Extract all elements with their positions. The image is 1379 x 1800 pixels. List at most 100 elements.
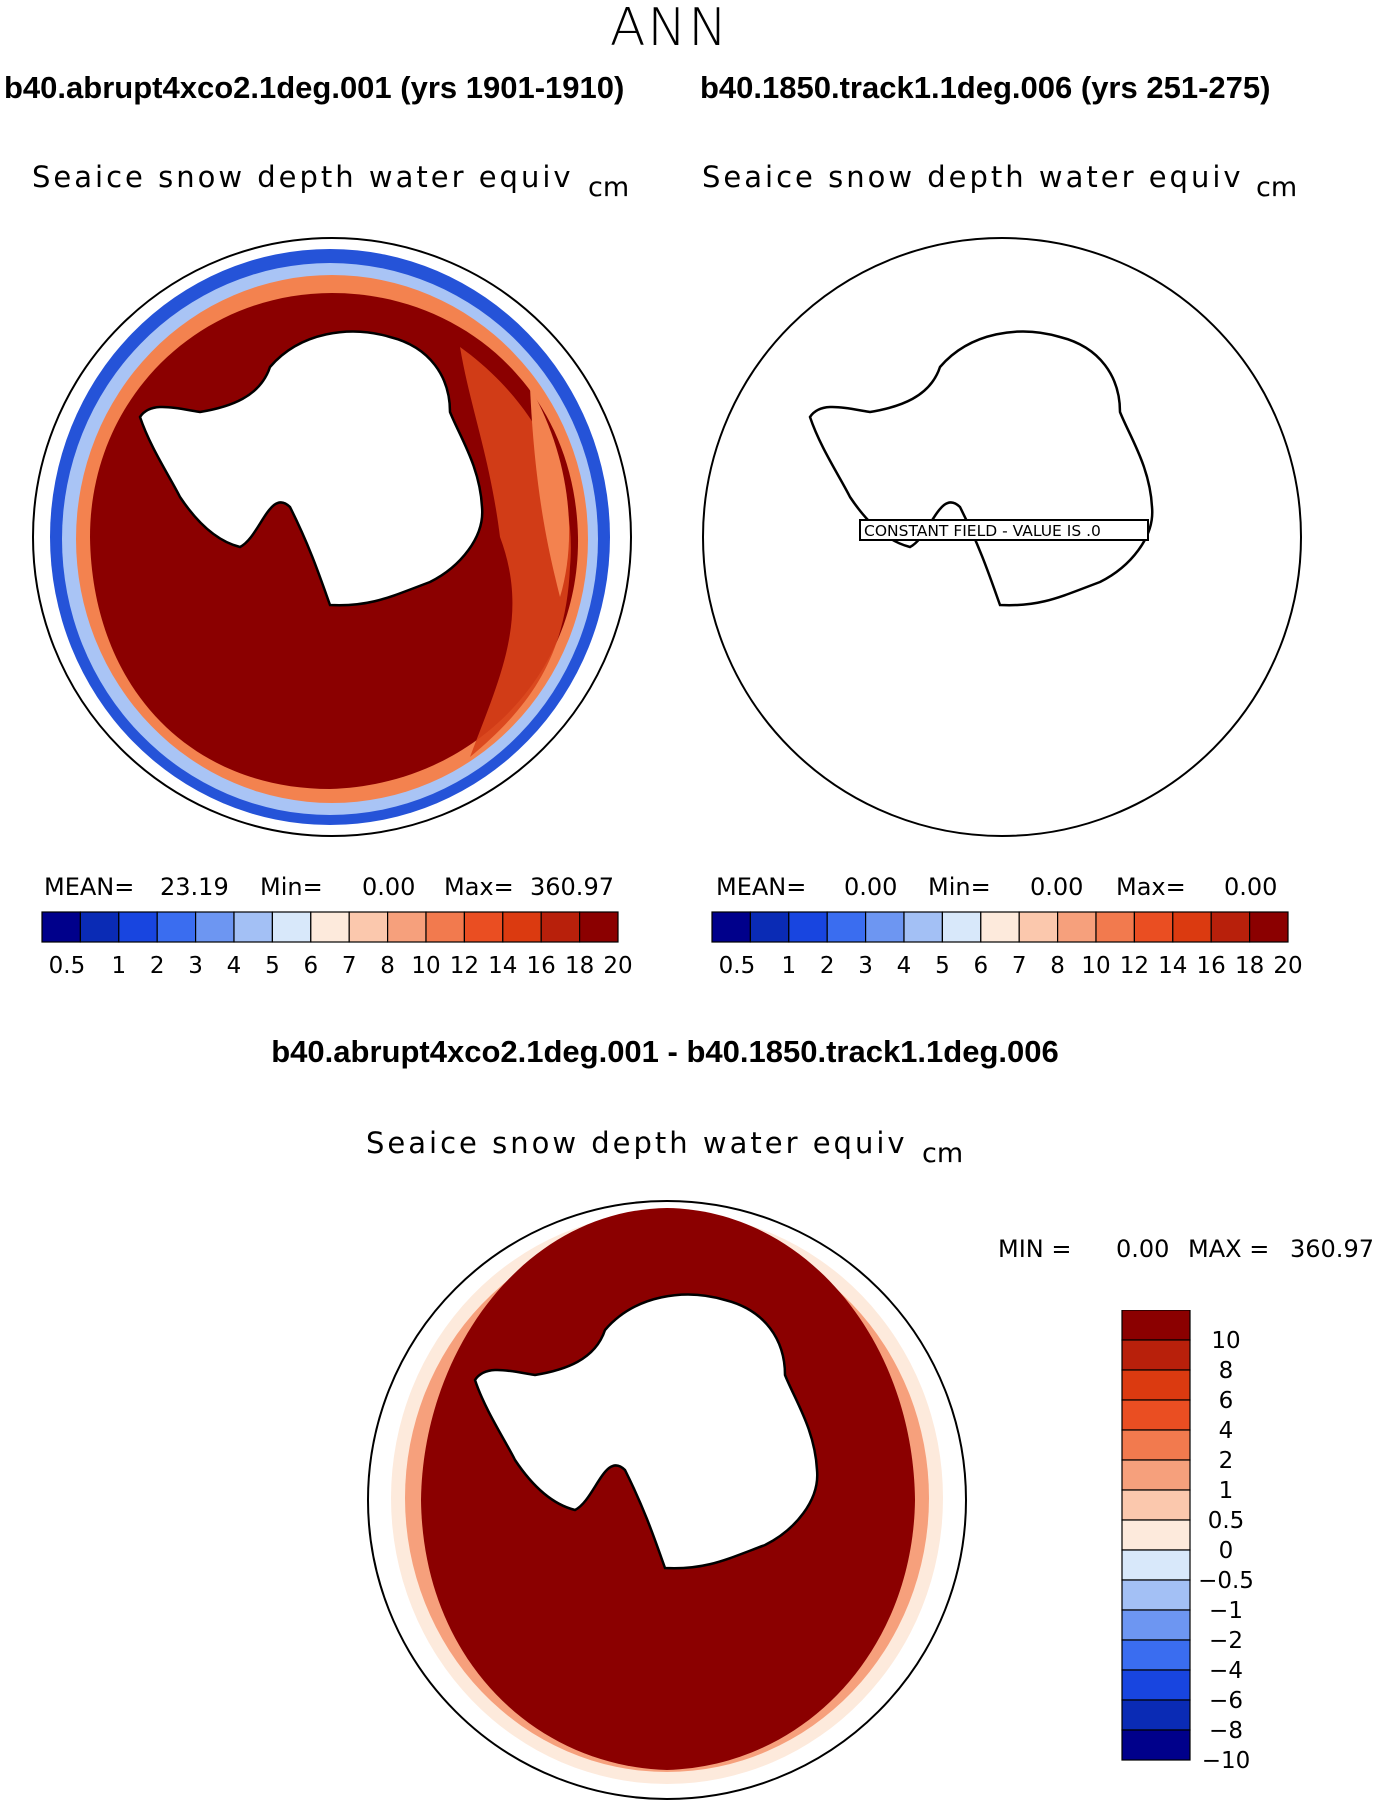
panel2-colorbar-swatch <box>1095 911 1136 943</box>
panel2-variable-title: Seaice snow depth water equiv <box>702 160 1244 194</box>
panel1-max-label: Max= <box>444 873 514 901</box>
diff-colorbar-swatch <box>1121 1549 1191 1581</box>
panel1-colorbar-tick-label: 14 <box>488 953 517 979</box>
panel1-colorbar-swatch <box>156 911 197 943</box>
diff-map <box>367 1200 967 1800</box>
panel1-colorbar-swatch <box>502 911 542 943</box>
panel2-colorbar-swatch <box>1057 911 1097 943</box>
panel1-colorbar-swatch <box>233 911 274 943</box>
panel1-min-label: Min= <box>260 873 323 901</box>
panel1-colorbar-tick-label: 7 <box>342 953 357 979</box>
diff-colorbar-tick-label: 1 <box>1219 1478 1234 1504</box>
diff-colorbar-swatch <box>1121 1669 1191 1701</box>
panel2-colorbar-tick-label: 16 <box>1197 953 1226 979</box>
panel2-map: CONSTANT FIELD - VALUE IS .0 <box>702 237 1302 837</box>
diff-colorbar-tick-label: −6 <box>1209 1688 1243 1714</box>
panel2-min-value: 0.00 <box>1030 873 1084 901</box>
panel1-colorbar-tick-label: 8 <box>380 953 395 979</box>
panel2-colorbar-swatch <box>1248 911 1289 943</box>
diff-colorbar-tick-label: 0.5 <box>1208 1508 1245 1534</box>
panel2-colorbar-swatch <box>749 911 790 943</box>
diff-colorbar-tick-label: 2 <box>1219 1448 1234 1474</box>
panel2-antarctica <box>808 330 1154 607</box>
panel2-colorbar-tick-label: 0.5 <box>719 953 756 979</box>
diff-colorbar-swatch <box>1121 1579 1191 1611</box>
panel1-colorbar-swatch <box>271 911 312 943</box>
panel1-unit: cm <box>588 172 630 203</box>
panel2-colorbar-tick-label: 5 <box>935 953 950 979</box>
panel1-colorbar-swatch <box>387 911 427 943</box>
panel1-map-border <box>32 237 632 837</box>
diff-colorbar-tick-label: 8 <box>1219 1358 1234 1384</box>
panel2-max-value: 0.00 <box>1224 873 1278 901</box>
diff-antarctica <box>473 1293 819 1570</box>
panel1-colorbar-tick-label: 5 <box>265 953 280 979</box>
diff-colorbar-tick-label: −2 <box>1209 1628 1243 1654</box>
panel2-colorbar-tick-label: 1 <box>781 953 796 979</box>
panel1-colorbar-tick-label: 18 <box>565 953 594 979</box>
panel1-map <box>32 237 632 837</box>
diff-colorbar-tick-label: 10 <box>1211 1328 1240 1354</box>
diff-min-label: MIN = <box>998 1235 1072 1263</box>
case2-title: b40.1850.track1.1deg.006 (yrs 251-275) <box>700 70 1271 105</box>
panel2-colorbar-tick-label: 18 <box>1235 953 1264 979</box>
diff-unit: cm <box>922 1138 964 1169</box>
panel1-colorbar-swatch <box>310 911 350 943</box>
panel2-colorbar-tick-label: 7 <box>1012 953 1027 979</box>
panel2-max-label: Max= <box>1116 873 1186 901</box>
diff-max-value: 360.97 <box>1290 1235 1374 1263</box>
panel2-unit: cm <box>1256 172 1298 203</box>
diff-colorbar-swatch <box>1121 1369 1191 1401</box>
panel2-colorbar-swatch <box>1133 911 1174 943</box>
panel2-mean-label: MEAN= <box>716 873 807 901</box>
panel1-colorbar-swatch <box>195 911 235 943</box>
constant-field-box <box>859 519 1149 541</box>
diff-colorbar-tick-label: −8 <box>1209 1718 1243 1744</box>
panel1-colorbar-tick-label: 4 <box>227 953 242 979</box>
diff-title: b40.abrupt4xco2.1deg.001 - b40.1850.trac… <box>271 1034 1059 1069</box>
panel1-colorbar-tick-label: 2 <box>150 953 165 979</box>
diff-max-label: MAX = <box>1188 1235 1270 1263</box>
diff-colorbar-tick-label: −4 <box>1209 1658 1243 1684</box>
season-title: ANN <box>609 0 730 58</box>
panel1-colorbar-tick-label: 10 <box>411 953 440 979</box>
panel1-colorbar-tick-label: 12 <box>450 953 479 979</box>
panel2-colorbar-swatch <box>711 911 752 943</box>
panel1-max-value: 360.97 <box>530 873 614 901</box>
panel1-mean-label: MEAN= <box>44 873 135 901</box>
diff-colorbar-swatch <box>1121 1399 1191 1431</box>
panel2-colorbar-tick-label: 6 <box>973 953 988 979</box>
diff-colorbar-tick-label: −0.5 <box>1198 1568 1254 1594</box>
panel1-colorbar: 0.5 1 2 3 4 5 6 7 8 10 12 14 16 18 20 <box>41 911 633 979</box>
panel1-colorbar-swatch <box>118 911 158 943</box>
panel2-colorbar-swatch <box>1210 911 1251 943</box>
panel1-min-value: 0.00 <box>362 873 416 901</box>
diff-colorbar-swatch <box>1121 1519 1191 1551</box>
panel1-field <box>50 249 610 825</box>
panel2-colorbar-tick-label: 12 <box>1120 953 1149 979</box>
panel2-min-label: Min= <box>928 873 991 901</box>
panel1-variable-title: Seaice snow depth water equiv <box>32 160 574 194</box>
diff-colorbar-tick-label: 0 <box>1219 1538 1234 1564</box>
diff-colorbar-tick-label: 4 <box>1219 1418 1234 1444</box>
panel2-colorbar-tick-label: 14 <box>1158 953 1187 979</box>
diff-colorbar-swatch <box>1121 1639 1191 1671</box>
diff-colorbar: 10 8 6 4 2 1 0.5 0 −0.5 −1 −2 −4 −6 −8 −10 <box>1121 1310 1254 1774</box>
panel2-colorbar-swatch <box>1018 911 1059 943</box>
panel2-colorbar-tick-label: 4 <box>897 953 912 979</box>
panel2-colorbar-swatch <box>941 911 982 943</box>
panel1-colorbar-swatch <box>79 911 120 943</box>
panel1-mean-value: 23.19 <box>160 873 229 901</box>
panel1-east-light <box>530 387 570 597</box>
panel2-colorbar-tick-label: 3 <box>858 953 873 979</box>
diff-colorbar-swatch <box>1121 1609 1191 1641</box>
panel2-colorbar-swatch <box>1172 911 1212 943</box>
panel1-antarctica <box>138 330 484 607</box>
panel1-colorbar-swatch <box>348 911 389 943</box>
panel1-colorbar-swatch <box>540 911 581 943</box>
diff-colorbar-swatch <box>1121 1699 1191 1731</box>
panel2-colorbar-swatch <box>788 911 828 943</box>
diff-field <box>391 1208 943 1784</box>
constant-field-label: CONSTANT FIELD - VALUE IS .0 <box>864 522 1101 540</box>
diff-colorbar-swatch <box>1121 1729 1191 1761</box>
